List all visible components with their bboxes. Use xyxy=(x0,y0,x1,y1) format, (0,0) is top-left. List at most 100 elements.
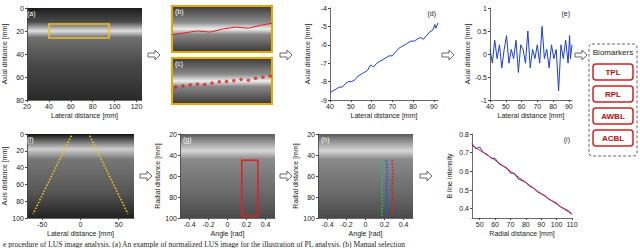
svg-text:60: 60 xyxy=(491,221,499,228)
svg-text:90: 90 xyxy=(537,221,545,228)
svg-text:90: 90 xyxy=(565,103,573,110)
svg-text:50: 50 xyxy=(476,221,484,228)
svg-text:80: 80 xyxy=(16,198,24,205)
svg-text:40: 40 xyxy=(307,152,315,159)
svg-text:Lateral distance [mm]: Lateral distance [mm] xyxy=(47,230,114,238)
svg-text:0: 0 xyxy=(79,221,83,228)
svg-text:0: 0 xyxy=(364,221,368,228)
svg-text:60: 60 xyxy=(518,103,526,110)
svg-text:0: 0 xyxy=(483,51,487,58)
svg-text:50: 50 xyxy=(347,103,355,110)
svg-text:-0.4: -0.4 xyxy=(183,221,195,228)
svg-text:100: 100 xyxy=(303,215,315,222)
svg-text:80: 80 xyxy=(522,221,530,228)
svg-text:-4: -4 xyxy=(321,5,327,12)
svg-text:100: 100 xyxy=(551,221,563,228)
svg-text:0.8: 0.8 xyxy=(459,131,469,138)
svg-text:40: 40 xyxy=(45,103,53,110)
svg-text:70: 70 xyxy=(507,221,515,228)
svg-text:100: 100 xyxy=(165,215,177,222)
svg-text:20: 20 xyxy=(16,28,24,35)
svg-text:TPL: TPL xyxy=(605,68,620,77)
svg-text:20: 20 xyxy=(307,131,315,138)
svg-text:70: 70 xyxy=(388,103,396,110)
svg-text:0.4: 0.4 xyxy=(399,221,409,228)
svg-text:0.6: 0.6 xyxy=(459,168,469,175)
svg-text:120: 120 xyxy=(131,103,143,110)
svg-text:60: 60 xyxy=(368,103,376,110)
svg-text:60: 60 xyxy=(169,173,177,180)
svg-text:(c): (c) xyxy=(175,60,183,68)
svg-text:(e): (e) xyxy=(561,10,570,18)
svg-text:ACBL: ACBL xyxy=(602,134,624,143)
svg-text:Angle [rad]: Angle [rad] xyxy=(349,230,383,238)
svg-text:40: 40 xyxy=(169,152,177,159)
svg-text:80: 80 xyxy=(169,194,177,201)
svg-text:Radial distance [mm]: Radial distance [mm] xyxy=(489,230,554,238)
svg-text:-50: -50 xyxy=(37,221,47,228)
svg-text:Lateral distance [mm]: Lateral distance [mm] xyxy=(351,112,418,120)
svg-text:40: 40 xyxy=(16,51,24,58)
svg-text:(d): (d) xyxy=(427,10,436,18)
svg-text:AWBL: AWBL xyxy=(601,112,625,121)
svg-text:-6: -6 xyxy=(321,41,327,48)
svg-text:100: 100 xyxy=(109,103,121,110)
svg-text:-0.2: -0.2 xyxy=(340,221,352,228)
svg-text:50: 50 xyxy=(502,103,510,110)
svg-text:Lateral distance [mm]: Lateral distance [mm] xyxy=(498,112,565,120)
svg-text:0: 0 xyxy=(226,221,230,228)
svg-text:50: 50 xyxy=(115,221,123,228)
svg-text:Axial distance [mm]: Axial distance [mm] xyxy=(464,24,472,85)
svg-text:0.4: 0.4 xyxy=(261,221,271,228)
svg-text:60: 60 xyxy=(16,74,24,81)
svg-text:0.5: 0.5 xyxy=(477,28,487,35)
svg-text:100: 100 xyxy=(12,215,24,222)
svg-text:(a): (a) xyxy=(27,10,36,18)
svg-text:70: 70 xyxy=(533,103,541,110)
svg-text:(b): (b) xyxy=(175,8,184,16)
svg-text:20: 20 xyxy=(169,131,177,138)
svg-text:-0.2: -0.2 xyxy=(202,221,214,228)
svg-text:0: 0 xyxy=(20,5,24,12)
svg-text:0: 0 xyxy=(20,131,24,138)
svg-text:Axis distance [mm]: Axis distance [mm] xyxy=(1,147,9,206)
svg-text:0.5: 0.5 xyxy=(459,187,469,194)
svg-text:Axial distance [mm]: Axial distance [mm] xyxy=(304,24,312,85)
svg-text:0.4: 0.4 xyxy=(459,205,469,212)
svg-text:-0.5: -0.5 xyxy=(475,74,487,81)
svg-text:60: 60 xyxy=(67,103,75,110)
svg-text:20: 20 xyxy=(23,103,31,110)
svg-text:80: 80 xyxy=(409,103,417,110)
svg-text:Radial distance [mm]: Radial distance [mm] xyxy=(292,143,300,208)
svg-text:Angle [rad]: Angle [rad] xyxy=(211,230,245,238)
svg-text:80: 80 xyxy=(549,103,557,110)
svg-text:(f): (f) xyxy=(27,136,34,144)
svg-text:110: 110 xyxy=(566,221,577,228)
svg-text:40: 40 xyxy=(486,103,494,110)
svg-text:-7: -7 xyxy=(321,60,327,67)
svg-text:80: 80 xyxy=(89,103,97,110)
svg-text:e procedure of LUS image analy: e procedure of LUS image analysis. (a) A… xyxy=(3,240,405,248)
svg-text:90: 90 xyxy=(430,103,438,110)
svg-text:80: 80 xyxy=(307,194,315,201)
svg-text:20: 20 xyxy=(16,147,24,154)
svg-text:RPL: RPL xyxy=(605,90,621,99)
svg-text:60: 60 xyxy=(307,173,315,180)
svg-text:0.2: 0.2 xyxy=(380,221,390,228)
svg-text:-0.4: -0.4 xyxy=(321,221,333,228)
svg-text:(h): (h) xyxy=(321,136,330,144)
svg-text:(i): (i) xyxy=(564,136,570,144)
svg-text:B line intensity: B line intensity xyxy=(446,153,454,199)
svg-text:0.7: 0.7 xyxy=(459,149,469,156)
svg-text:40: 40 xyxy=(326,103,334,110)
svg-text:Axial distance [mm]: Axial distance [mm] xyxy=(1,24,9,85)
svg-text:1: 1 xyxy=(483,5,487,12)
svg-text:Biomarkers: Biomarkers xyxy=(593,48,633,57)
svg-text:-8: -8 xyxy=(321,78,327,85)
svg-text:60: 60 xyxy=(16,181,24,188)
svg-text:-5: -5 xyxy=(321,23,327,30)
svg-text:(g): (g) xyxy=(183,136,192,144)
svg-text:Radial distance [mm]: Radial distance [mm] xyxy=(154,143,162,208)
svg-text:Lateral distance [mm]: Lateral distance [mm] xyxy=(51,112,118,120)
svg-text:0.2: 0.2 xyxy=(242,221,252,228)
